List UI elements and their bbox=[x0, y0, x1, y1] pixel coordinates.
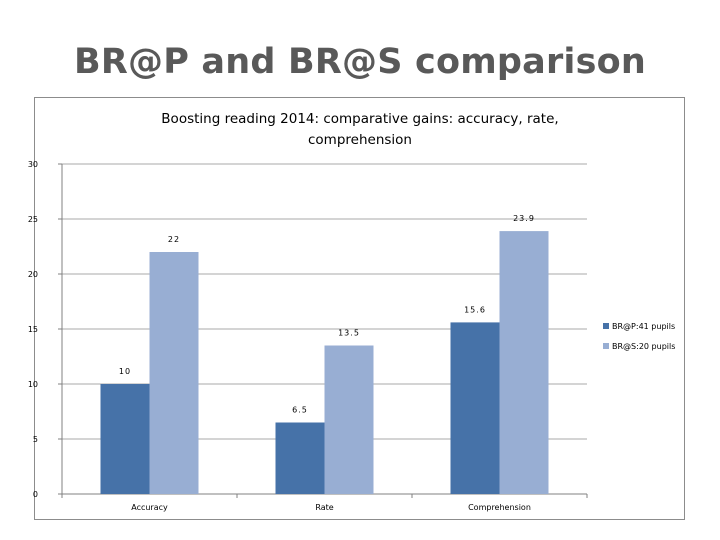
y-tick-label: 30 bbox=[28, 160, 38, 169]
bar bbox=[275, 422, 325, 494]
bar bbox=[149, 252, 199, 494]
chart-title-line: comprehension bbox=[308, 132, 412, 148]
chart-title: Boosting reading 2014: comparative gains… bbox=[161, 111, 558, 148]
slide-title: BR@P and BR@S comparison bbox=[73, 42, 647, 82]
bar bbox=[324, 345, 374, 494]
legend-swatch bbox=[603, 343, 609, 349]
x-tick-label: Comprehension bbox=[468, 503, 531, 512]
data-label: 22 bbox=[168, 235, 180, 244]
y-tick-label: 10 bbox=[28, 380, 38, 389]
x-tick-label: Accuracy bbox=[131, 503, 168, 512]
y-tick-label: 5 bbox=[33, 435, 38, 444]
y-tick-label: 15 bbox=[28, 325, 38, 334]
data-label: 23.9 bbox=[513, 214, 535, 223]
bars bbox=[100, 231, 549, 494]
axes: 0 5 10 15 20 25 30 Accuracy Rate Comprehension bbox=[28, 160, 588, 512]
legend-swatch bbox=[603, 323, 609, 329]
bar bbox=[499, 231, 549, 494]
legend-label: BR@P:41 pupils bbox=[612, 322, 675, 331]
y-tick-label: 0 bbox=[33, 490, 38, 499]
data-label: 13.5 bbox=[338, 329, 360, 338]
x-tick-label: Rate bbox=[315, 503, 333, 512]
data-label: 6.5 bbox=[292, 406, 308, 415]
chart-title-line: Boosting reading 2014: comparative gains… bbox=[161, 111, 558, 127]
legend-label: BR@S:20 pupils bbox=[612, 342, 675, 351]
data-label: 15.6 bbox=[464, 305, 486, 314]
y-tick-label: 20 bbox=[28, 270, 38, 279]
data-labels: 10 22 6.5 13.5 15.6 23.9 bbox=[119, 214, 535, 415]
data-label: 10 bbox=[119, 367, 131, 376]
y-tick-label: 25 bbox=[28, 215, 38, 224]
bar bbox=[100, 384, 150, 494]
bar bbox=[450, 322, 500, 494]
legend: BR@P:41 pupils BR@S:20 pupils bbox=[603, 322, 675, 351]
